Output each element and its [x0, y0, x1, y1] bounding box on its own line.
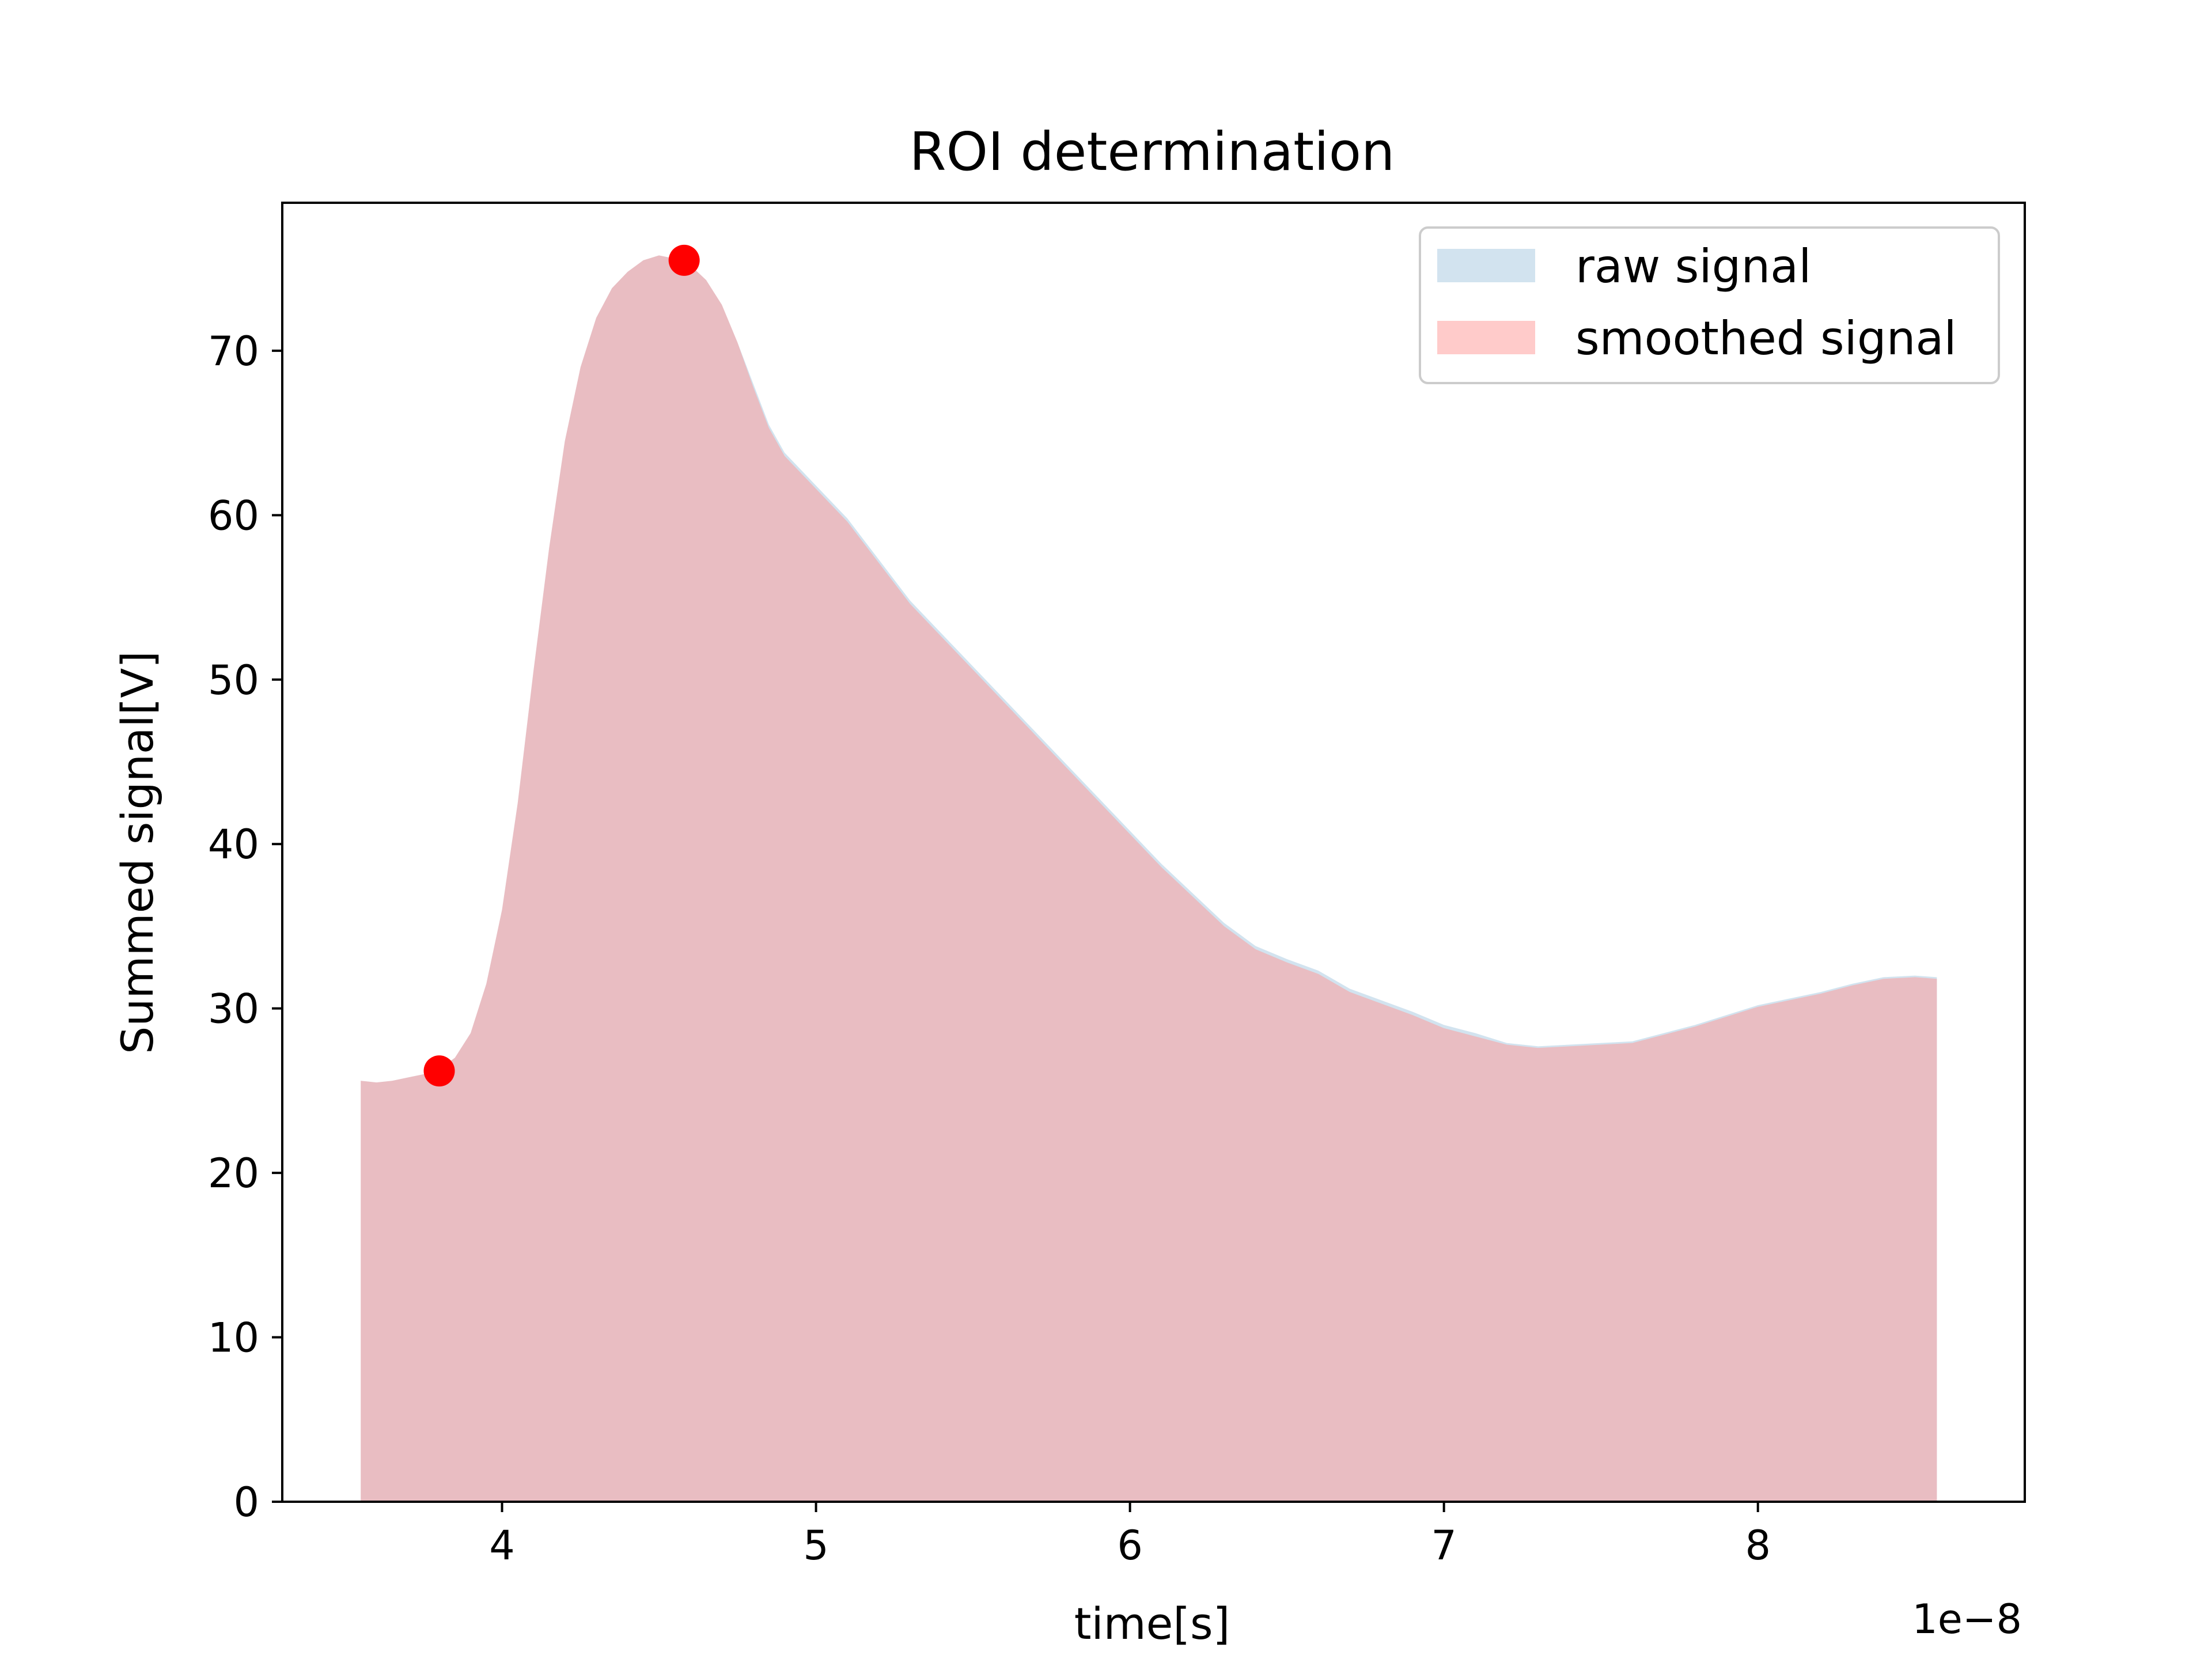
y-tick-label: 50: [208, 657, 259, 704]
x-tick-label: 8: [1745, 1522, 1771, 1569]
axes-frame: [281, 202, 2026, 1503]
x-axis-label: time[s]: [1074, 1598, 1230, 1649]
roi-marker-1: [423, 1055, 455, 1087]
y-tick-label: 10: [208, 1315, 259, 1362]
y-tick-label: 40: [208, 821, 259, 868]
y-tick-label: 60: [208, 492, 259, 539]
y-tick-label: 0: [233, 1479, 259, 1526]
legend-box: [1419, 226, 2000, 384]
y-axis-label: Summed signal[V]: [112, 651, 163, 1054]
chart-title: ROI determination: [910, 121, 1395, 183]
plot-area: [361, 244, 1937, 1502]
y-axis: 0 10 20 30 40 50 60 70: [208, 328, 282, 1526]
y-tick-label: 20: [208, 1150, 259, 1197]
x-tick-label: 5: [803, 1522, 829, 1569]
legend-swatch-raw-signal: [1437, 249, 1535, 282]
x-tick-label: 7: [1431, 1522, 1457, 1569]
legend-label-raw-signal: raw signal: [1575, 240, 1811, 293]
x-tick-label: 4: [489, 1522, 515, 1569]
roi-marker-2: [668, 244, 700, 276]
y-tick-label: 70: [208, 328, 259, 375]
x-offset-label: 1e−8: [1912, 1596, 2022, 1643]
legend-label-smoothed-signal: smoothed signal: [1575, 312, 1957, 365]
legend: raw signal smoothed signal: [1419, 226, 2000, 384]
x-tick-label: 6: [1117, 1522, 1143, 1569]
legend-swatch-smoothed-signal: [1437, 321, 1535, 354]
x-axis: 4 5 6 7 8: [489, 1502, 1771, 1569]
y-tick-label: 30: [208, 986, 259, 1033]
series-area-smoothed-signal: [361, 255, 1937, 1502]
